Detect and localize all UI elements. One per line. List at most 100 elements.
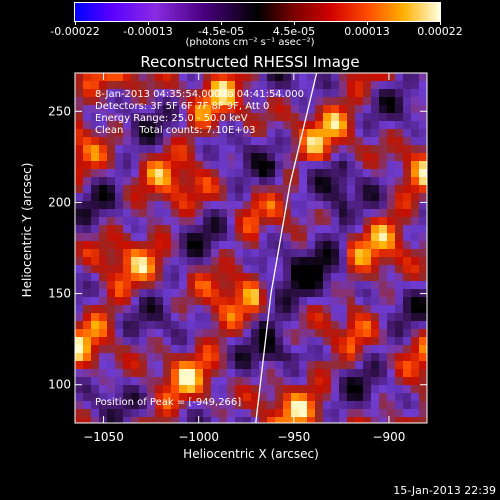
solar-limb-line [255, 72, 318, 424]
heatmap-cell [387, 81, 395, 89]
heatmap-cell [403, 289, 411, 297]
heatmap-cell [171, 305, 179, 313]
heatmap-cell [275, 185, 283, 193]
heatmap-cell [203, 97, 211, 105]
heatmap-cell [283, 273, 291, 281]
heatmap-cell [131, 385, 139, 393]
heatmap-cell [187, 73, 195, 81]
heatmap-cell [123, 81, 131, 89]
heatmap-cell [195, 265, 203, 273]
heatmap-cell [219, 401, 227, 409]
heatmap-cell [347, 161, 355, 169]
heatmap-cell [179, 161, 187, 169]
heatmap-cell [355, 121, 363, 129]
heatmap-cell [171, 121, 179, 129]
heatmap-cell [107, 161, 115, 169]
heatmap-cell [195, 121, 203, 129]
heatmap-cell [227, 249, 235, 257]
heatmap-cell [107, 241, 115, 249]
heatmap-cell [147, 89, 155, 97]
heatmap-cell [291, 297, 299, 305]
heatmap-cell [355, 169, 363, 177]
heatmap-cell [363, 361, 371, 369]
heatmap-cell [155, 265, 163, 273]
heatmap-cell [419, 105, 427, 113]
heatmap-cell [147, 393, 155, 401]
heatmap-cell [323, 129, 331, 137]
heatmap-cell [355, 305, 363, 313]
heatmap-cell [155, 233, 163, 241]
heatmap-cell [243, 361, 251, 369]
heatmap-cell [363, 73, 371, 81]
heatmap-cell [171, 185, 179, 193]
heatmap-cell [275, 169, 283, 177]
heatmap-cell [283, 217, 291, 225]
heatmap-cell [299, 297, 307, 305]
heatmap-cell [419, 97, 427, 105]
heatmap-cell [203, 409, 211, 417]
heatmap-cell [315, 377, 323, 385]
heatmap-cell [299, 73, 307, 81]
heatmap-cell [363, 177, 371, 185]
heatmap-cell [379, 201, 387, 209]
heatmap-cell [299, 353, 307, 361]
heatmap-cell [315, 281, 323, 289]
heatmap-cell [219, 353, 227, 361]
heatmap-cell [307, 129, 315, 137]
heatmap-cell [115, 241, 123, 249]
heatmap-cell [323, 225, 331, 233]
heatmap-cell [283, 105, 291, 113]
heatmap-cell [411, 297, 419, 305]
heatmap-cell [131, 209, 139, 217]
heatmap-cell [211, 249, 219, 257]
heatmap-cell [307, 377, 315, 385]
heatmap-cell [99, 73, 107, 81]
heatmap-cell [211, 225, 219, 233]
heatmap-cell [411, 329, 419, 337]
heatmap-cell [99, 393, 107, 401]
heatmap-cell [315, 353, 323, 361]
heatmap-cell [387, 321, 395, 329]
heatmap-cell [347, 409, 355, 417]
heatmap-cell [99, 161, 107, 169]
heatmap-cell [315, 297, 323, 305]
heatmap-cell [331, 185, 339, 193]
heatmap-cell [163, 153, 171, 161]
heatmap-cell [347, 225, 355, 233]
heatmap-cell [83, 273, 91, 281]
heatmap-cell [275, 361, 283, 369]
heatmap-cell [323, 209, 331, 217]
heatmap-cell [91, 385, 99, 393]
heatmap-cell [75, 113, 83, 121]
heatmap-cell [347, 417, 355, 423]
heatmap-cell [219, 225, 227, 233]
heatmap-cell [371, 145, 379, 153]
heatmap-cell [219, 137, 227, 145]
heatmap-cell [83, 105, 91, 113]
heatmap-cell [187, 233, 195, 241]
heatmap-cell [91, 185, 99, 193]
heatmap-cell [219, 409, 227, 417]
heatmap-cell [115, 233, 123, 241]
heatmap-cell [131, 217, 139, 225]
heatmap-cell [147, 417, 155, 423]
heatmap-cell [347, 353, 355, 361]
heatmap-cell [179, 401, 187, 409]
heatmap-cell [131, 249, 139, 257]
heatmap-cell [203, 417, 211, 423]
heatmap-cell [91, 321, 99, 329]
heatmap-cell [155, 321, 163, 329]
heatmap-cell [147, 385, 155, 393]
heatmap-cell [75, 137, 83, 145]
heatmap-cell [187, 177, 195, 185]
heatmap-cell [235, 121, 243, 129]
heatmap-cell [147, 105, 155, 113]
heatmap-cell [131, 329, 139, 337]
heatmap-cell [75, 329, 83, 337]
heatmap-cell [323, 233, 331, 241]
heatmap-cell [315, 417, 323, 423]
heatmap-cell [155, 121, 163, 129]
heatmap-cell [147, 257, 155, 265]
heatmap-cell [419, 137, 427, 145]
heatmap-cell [211, 281, 219, 289]
